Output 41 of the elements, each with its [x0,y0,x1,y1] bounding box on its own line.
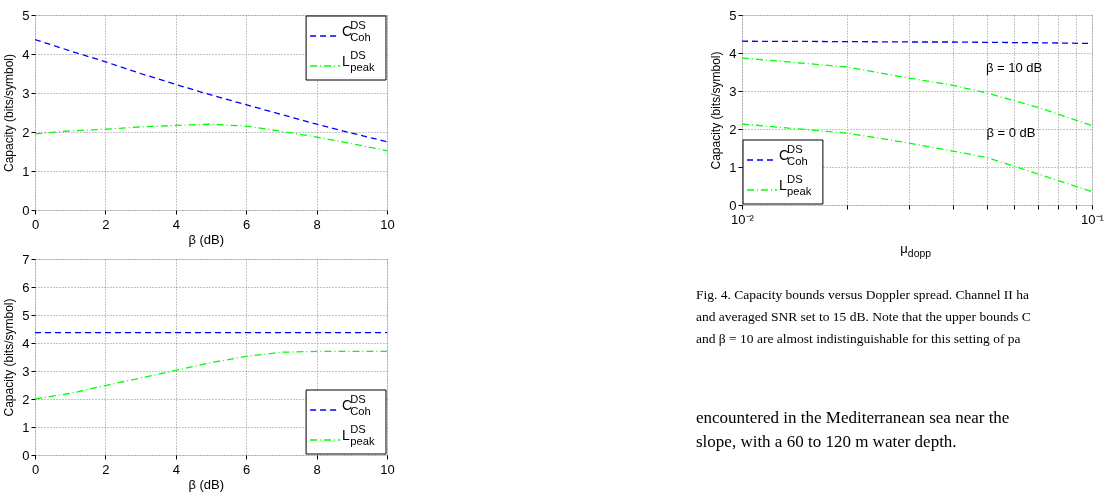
y-tick-label: 4 [22,46,30,62]
annotation: β = 0 dB [986,125,1036,140]
y-tick-label: 1 [729,159,737,175]
y-tick-label: 5 [22,307,30,323]
caption: Fig. 4. Capacity bounds versus Doppler spread. Channel II ha and averaged SNR set to 15 dB. Note that the upper bounds C and β = 10 are almost indistinguishable for this setting of pa [696,287,1031,346]
x-tick-label: 8 [313,216,321,232]
x-axis-title: β (dB) [188,477,225,492]
x-tick-label: 6 [243,461,251,477]
y-tick-label: 2 [22,124,30,140]
text: encountered in the Mediterranean sea near the slope, with a 60 to 120 m water depth. [696,408,1010,451]
y-tick-label: 0 [729,197,737,213]
x-tick-label: 10 [380,461,395,477]
x-tick-label: 2 [102,461,110,477]
y-tick-label: 5 [22,7,30,23]
annotation: β = 10 dB [985,60,1043,75]
x-tick-label: 6 [243,216,251,232]
x-tick-label: 10⁻² [731,211,755,227]
x-tick-label: 2 [102,216,110,232]
y-tick-label: 2 [729,121,737,137]
y-axis-title: Capacity (bits/symbol) [2,53,17,173]
y-tick-label: 1 [22,163,30,179]
y-tick-label: 2 [22,391,30,407]
y-axis-title: Capacity (bits/symbol) [2,298,17,417]
x-tick-label: 10 [380,216,395,232]
x-tick-label: 4 [172,461,180,477]
x-axis-title: β (dB) [188,232,225,247]
y-tick-label: 1 [22,419,30,435]
y-tick-label: 3 [22,363,30,379]
x-tick-label: 8 [313,461,321,477]
y-tick-label: 6 [22,279,30,295]
y-tick-label: 7 [22,251,30,267]
x-tick-label: 4 [172,216,180,232]
y-tick-label: 3 [729,83,737,99]
y-tick-label: 4 [729,45,737,61]
y-tick-label: 3 [22,85,30,101]
y-tick-label: 5 [729,7,737,23]
y-tick-label: 4 [22,335,30,351]
line-series [35,123,387,152]
y-tick-label: 0 [22,447,30,463]
x-tick-label: 10⁻¹ [1081,211,1105,227]
y-axis-title: Capacity (bits/symbol) [709,51,724,170]
